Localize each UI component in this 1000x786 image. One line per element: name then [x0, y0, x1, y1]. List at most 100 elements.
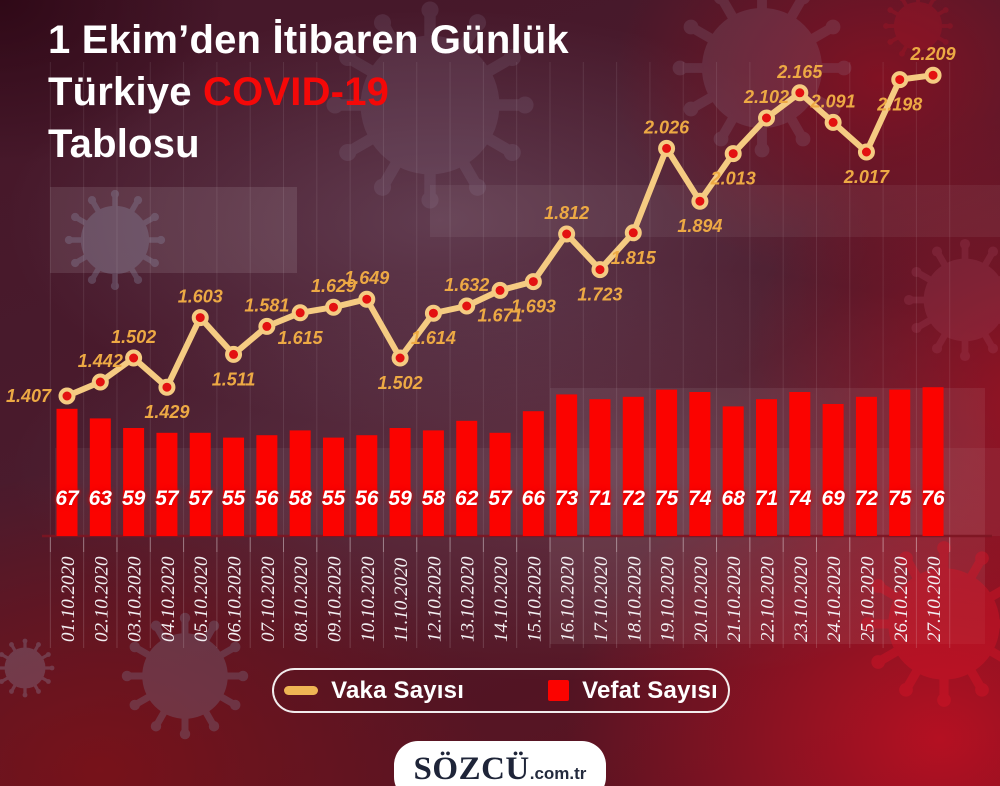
title-line-3: Tablosu	[48, 122, 200, 166]
death-count-label: 68	[722, 487, 746, 510]
bar-deaths	[789, 392, 811, 536]
date-label: 10.10.2020	[358, 556, 379, 642]
case-count-label: 2.209	[910, 44, 956, 64]
date-label: 05.10.2020	[191, 556, 212, 642]
line-point	[824, 113, 842, 131]
line-point	[58, 387, 76, 405]
bar-deaths	[456, 420, 478, 536]
deaths-square-swatch	[548, 680, 570, 701]
case-count-label: 1.629	[311, 276, 356, 296]
virus-icon	[903, 238, 1000, 362]
case-count-label: 1.407	[6, 386, 52, 406]
line-point	[458, 297, 476, 315]
line-point	[724, 145, 742, 163]
virus-icon	[326, 1, 534, 209]
bar-deaths	[689, 392, 711, 536]
case-count-label: 1.649	[344, 268, 389, 288]
bar-deaths	[422, 430, 444, 536]
case-count-label: 2.091	[810, 91, 856, 111]
line-point	[491, 281, 509, 299]
bar-deaths	[522, 411, 544, 536]
bar-deaths	[855, 396, 877, 536]
case-count-label: 1.581	[244, 295, 289, 315]
bar-deaths	[89, 418, 111, 536]
date-label: 08.10.2020	[291, 556, 312, 642]
date-label: 14.10.2020	[491, 556, 512, 642]
line-point	[424, 304, 442, 322]
date-label: 12.10.2020	[424, 556, 445, 642]
bar-deaths	[223, 437, 245, 536]
bar-deaths	[356, 435, 378, 536]
death-count-label: 62	[455, 487, 479, 510]
bar-deaths	[656, 389, 678, 536]
sozcu-logo: SÖZCÜ	[413, 751, 530, 786]
death-count-label: 76	[921, 487, 945, 510]
case-count-label: 1.442	[78, 351, 123, 371]
line-point	[324, 298, 342, 316]
case-count-label: 1.723	[577, 285, 622, 305]
bar-deaths	[56, 408, 78, 536]
bar-deaths	[289, 430, 311, 536]
bar-deaths	[722, 406, 744, 536]
case-count-label: 2.198	[876, 95, 922, 115]
date-label: 27.10.2020	[924, 556, 945, 642]
virus-icon	[883, 0, 953, 61]
case-count-label: 2.026	[643, 117, 690, 137]
date-label: 09.10.2020	[324, 556, 345, 642]
bar-deaths	[156, 432, 178, 536]
date-label: 04.10.2020	[158, 556, 179, 642]
date-label: 03.10.2020	[125, 556, 146, 642]
line-point	[91, 373, 109, 391]
date-label: 25.10.2020	[857, 556, 878, 642]
virus-icon	[861, 541, 1000, 707]
bar-deaths	[756, 399, 778, 536]
line-point	[358, 290, 376, 308]
case-count-label: 1.614	[411, 328, 456, 348]
line-point	[857, 143, 875, 161]
line-point	[558, 225, 576, 243]
line-point	[624, 224, 642, 242]
death-count-label: 73	[555, 487, 579, 510]
death-count-label: 57	[488, 487, 513, 510]
case-count-label: 2.165	[776, 62, 823, 82]
date-label: 01.10.2020	[58, 556, 79, 642]
case-count-label: 2.013	[710, 169, 756, 189]
case-count-label: 1.812	[544, 203, 589, 223]
line-point	[391, 349, 409, 367]
covid19-highlight: COVID-19	[203, 70, 390, 114]
case-count-label: 1.693	[511, 297, 556, 317]
bar-deaths	[556, 394, 578, 536]
bar-deaths	[589, 399, 611, 536]
line-point	[225, 345, 243, 363]
legend-item-deaths: Vefat Sayısı	[548, 677, 718, 705]
line-point	[158, 378, 176, 396]
bar-deaths	[123, 428, 145, 536]
deaths-legend-label: Vefat Sayısı	[582, 676, 718, 704]
case-count-label: 1.429	[144, 402, 189, 422]
death-count-label: 72	[855, 487, 879, 510]
title-line-2: Türkiye COVID-19	[48, 70, 390, 114]
line-point	[758, 109, 776, 127]
death-count-label: 57	[155, 487, 180, 510]
death-count-label: 59	[122, 487, 146, 510]
bar-deaths	[489, 432, 511, 536]
death-count-label: 74	[788, 487, 812, 510]
virus-icon	[121, 612, 249, 740]
date-label: 22.10.2020	[758, 556, 779, 642]
bar-deaths	[189, 432, 211, 536]
case-count-label: 1.502	[111, 327, 156, 347]
date-label: 06.10.2020	[225, 556, 246, 642]
death-count-label: 59	[388, 487, 412, 510]
bar-deaths	[256, 435, 278, 536]
date-label: 23.10.2020	[791, 556, 812, 642]
death-count-label: 55	[222, 487, 246, 510]
date-label: 26.10.2020	[891, 556, 912, 642]
line-point	[924, 66, 942, 84]
bar-deaths	[889, 389, 911, 536]
death-count-label: 63	[89, 487, 113, 510]
death-count-label: 75	[655, 487, 679, 510]
date-label: 18.10.2020	[624, 556, 645, 642]
line-point	[658, 139, 676, 157]
line-point	[891, 71, 909, 89]
